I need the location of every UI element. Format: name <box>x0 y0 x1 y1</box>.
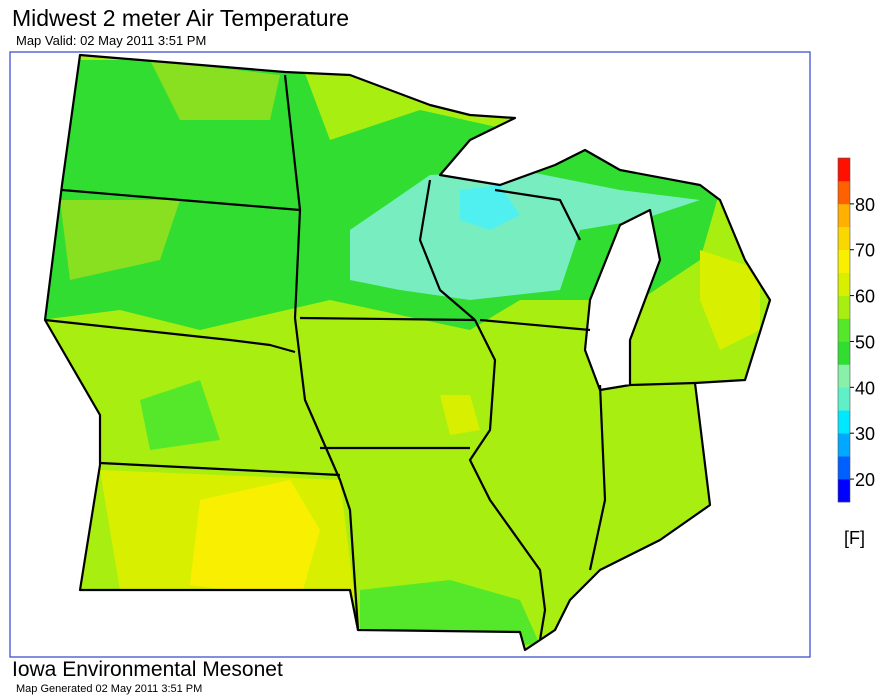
colorbar-tick-label: 40 <box>855 378 875 398</box>
colorbar-segment <box>838 203 850 228</box>
colorbar-segment <box>838 433 850 457</box>
title: Midwest 2 meter Air Temperature <box>12 5 349 31</box>
colorbar-segment <box>838 180 850 205</box>
colorbar-segment <box>838 456 850 480</box>
colorbar-segment <box>838 410 850 434</box>
colorbar-segment <box>838 158 850 182</box>
colorbar-tick-label: 60 <box>855 287 875 307</box>
colorbar-segment <box>838 318 850 342</box>
subtitle: Map Valid: 02 May 2011 3:51 PM <box>16 33 206 48</box>
colorbar-tick-label: 70 <box>855 241 875 261</box>
colorbar-segment <box>838 249 850 273</box>
temperature-field <box>45 55 770 650</box>
colorbar: 20 30 40 50 60 70 80 [F] <box>837 157 875 548</box>
colorbar-tick-label: 20 <box>855 470 875 490</box>
state-borders <box>44 74 696 641</box>
lake-michigan <box>585 210 660 390</box>
footer-org: Iowa Environmental Mesonet <box>12 658 283 681</box>
colorbar-segment <box>838 387 850 411</box>
colorbar-frame <box>837 157 851 503</box>
colorbar-segment <box>838 226 850 251</box>
footer-generated: Map Generated 02 May 2011 3:51 PM <box>16 683 202 695</box>
colorbar-segment <box>838 295 850 319</box>
colorbar-tick-label: 30 <box>855 424 875 444</box>
colorbar-segment <box>838 479 850 503</box>
colorbar-segment <box>838 364 850 388</box>
lake-shore <box>583 208 662 392</box>
colorbar-tick-label: 50 <box>855 332 875 352</box>
colorbar-unit: [F] <box>844 528 865 548</box>
colorbar-tick-label: 80 <box>855 195 875 215</box>
outline <box>43 53 772 652</box>
colorbar-segment <box>838 341 850 365</box>
colorbar-segment <box>838 272 850 296</box>
